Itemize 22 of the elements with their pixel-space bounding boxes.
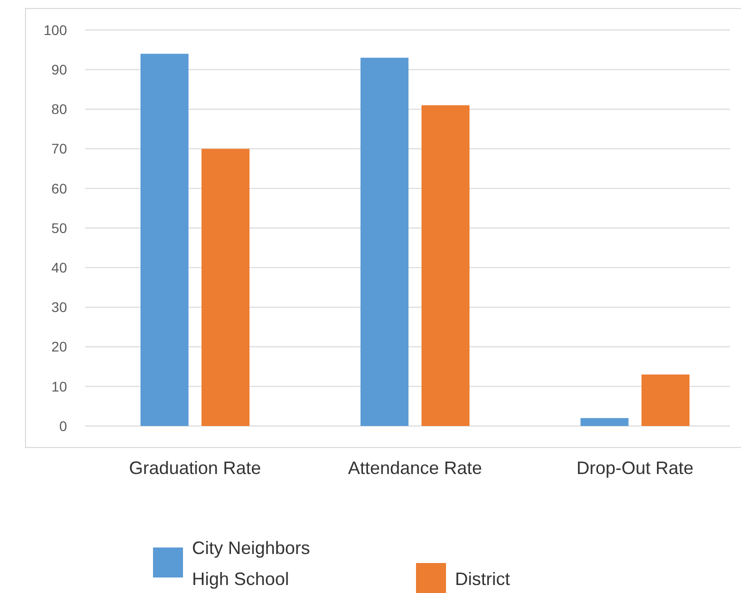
bar <box>140 54 188 426</box>
bar <box>202 148 250 426</box>
y-tick-label: 10 <box>51 378 68 394</box>
y-tick-label: 0 <box>59 418 68 434</box>
x-tick-label: Attendance Rate <box>348 458 482 478</box>
y-tick-label: 100 <box>44 22 68 38</box>
x-tick-label: Graduation Rate <box>128 458 262 478</box>
y-tick-label: 40 <box>51 260 68 276</box>
y-tick-label: 20 <box>51 338 68 355</box>
bar <box>360 58 408 426</box>
y-tick-label: 70 <box>51 140 68 157</box>
bar <box>580 418 628 426</box>
y-tick-label: 50 <box>51 220 68 236</box>
y-tick-label: 90 <box>51 62 68 78</box>
y-tick-label: 60 <box>51 180 68 196</box>
bar <box>422 105 470 426</box>
legend-label: City Neighbors High School <box>192 538 310 589</box>
x-tick-label: Drop-Out Rate <box>576 458 694 478</box>
bar <box>642 374 690 426</box>
y-tick-label: 30 <box>51 299 68 316</box>
y-tick-label: 80 <box>51 101 68 118</box>
legend-label: District <box>455 569 510 589</box>
